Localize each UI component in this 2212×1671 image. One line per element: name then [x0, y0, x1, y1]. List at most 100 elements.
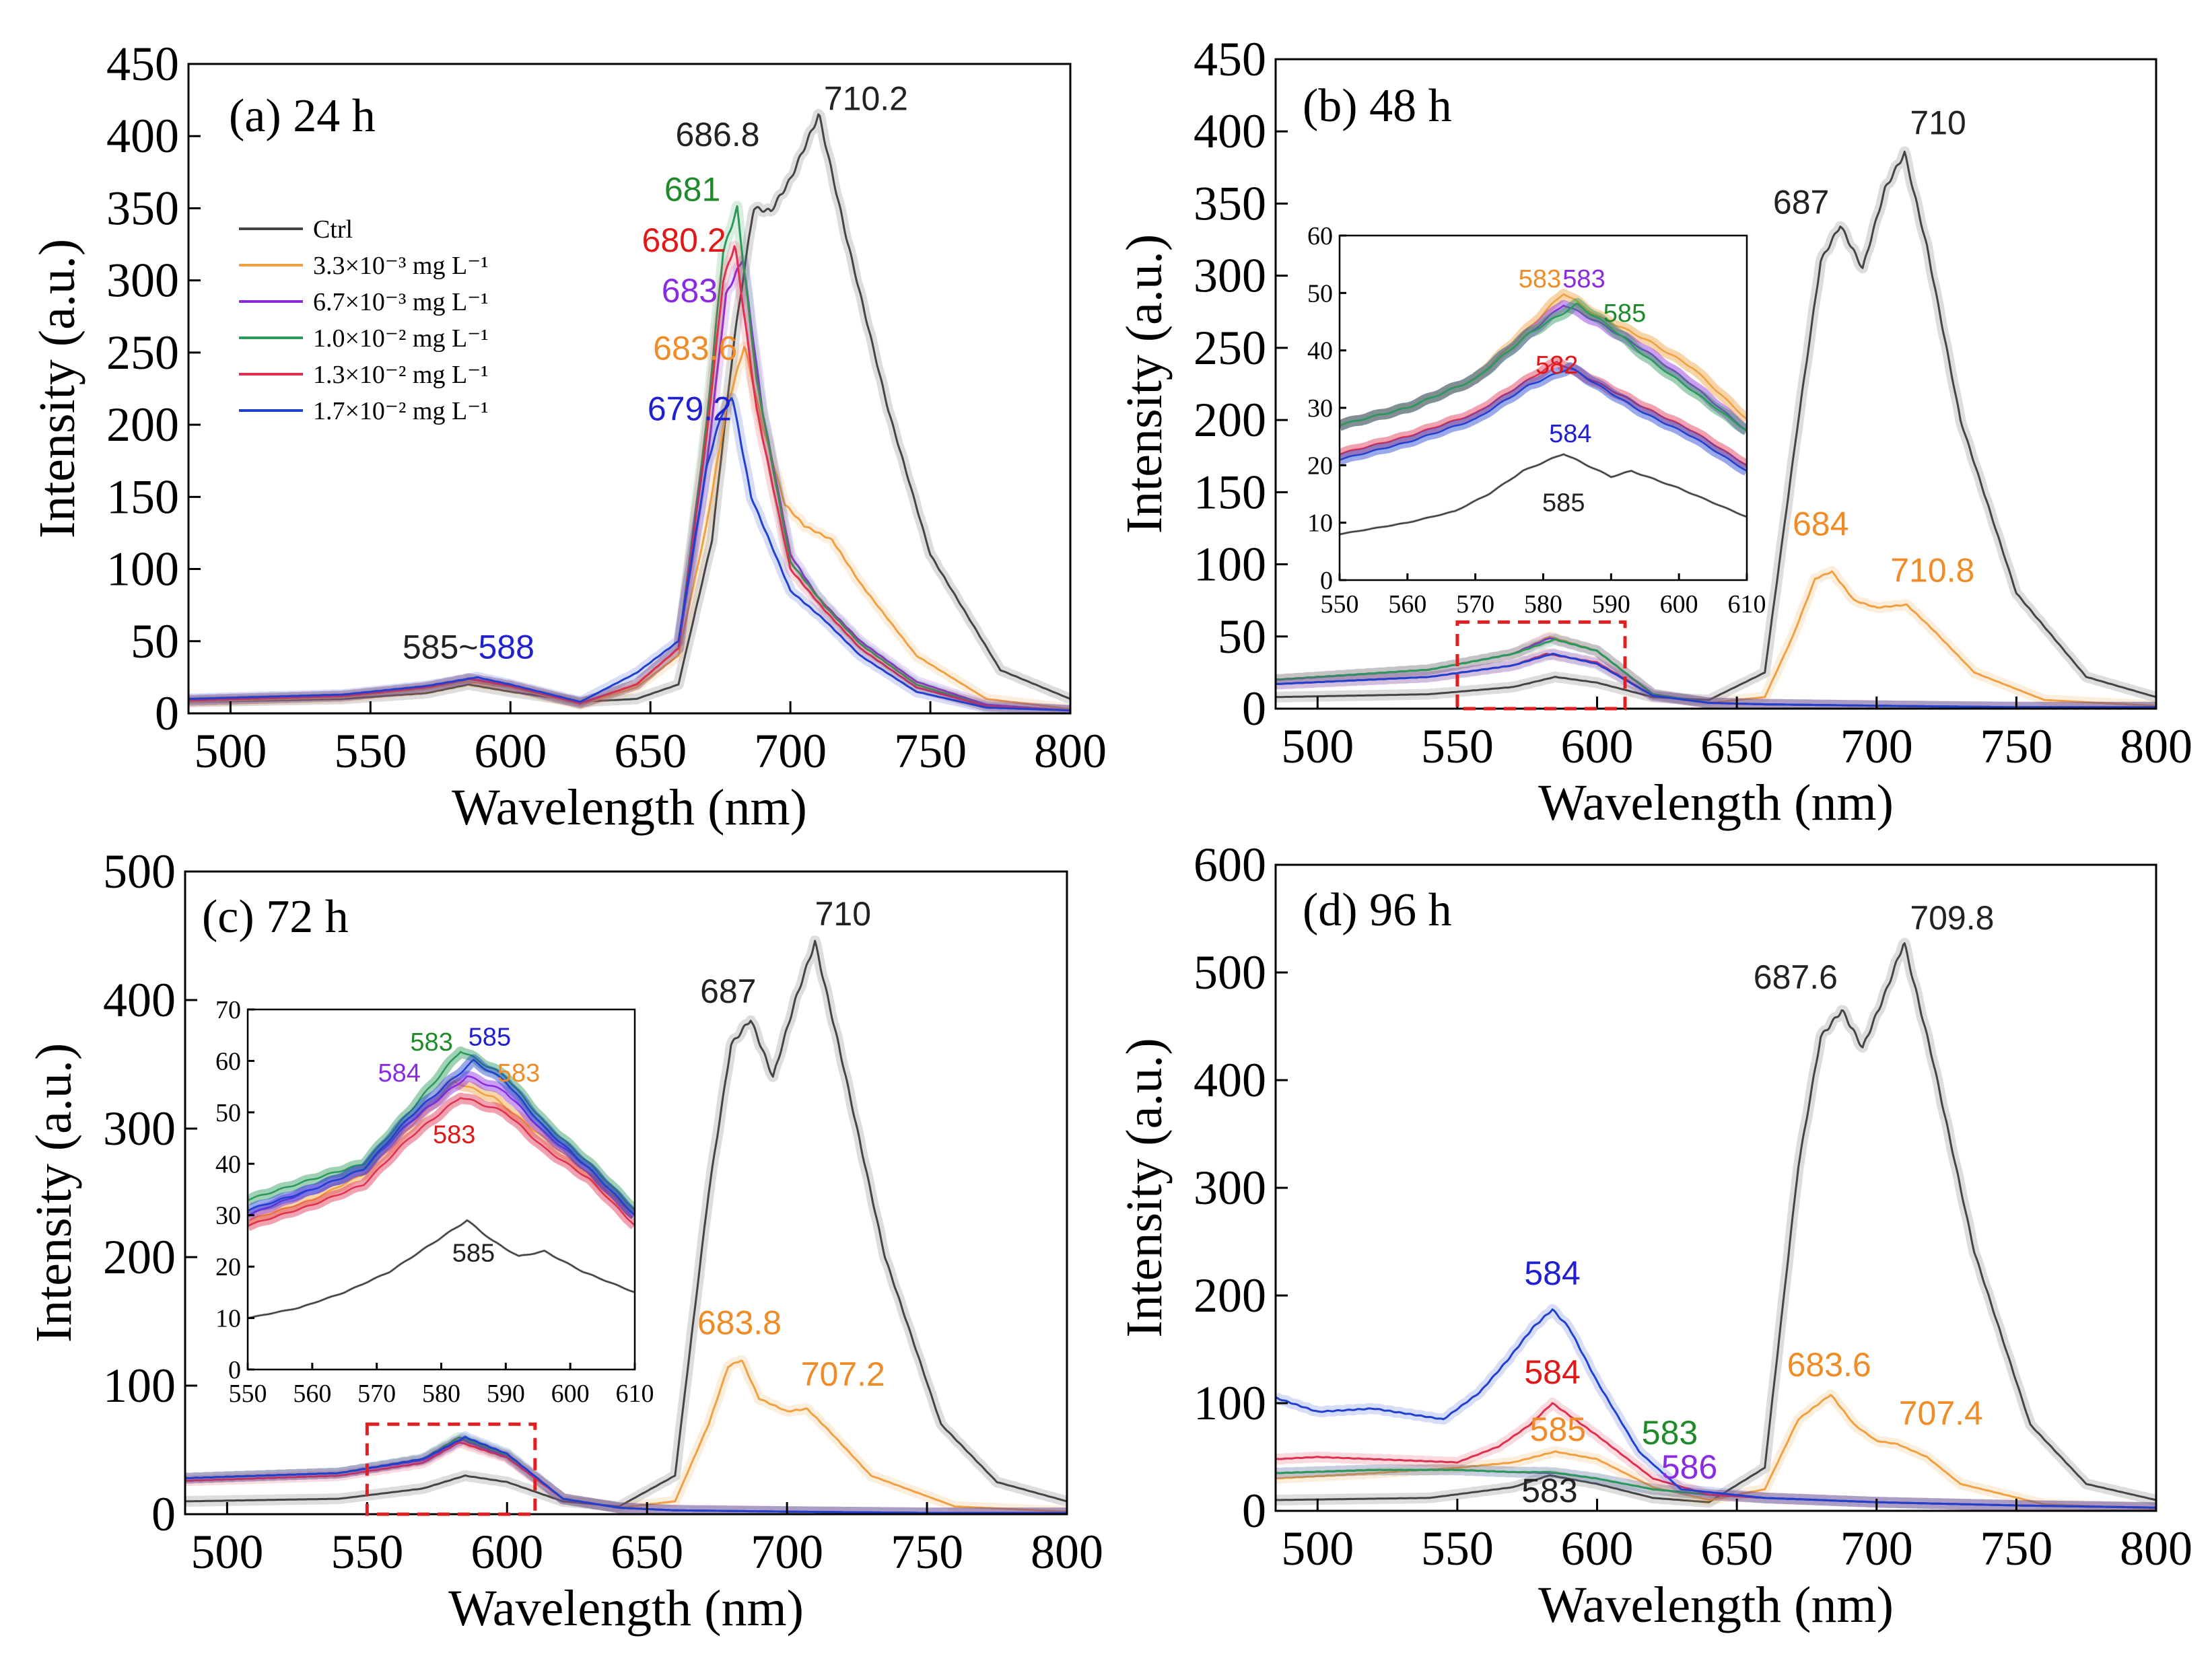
peak-label: 707.2 — [801, 1355, 885, 1393]
x-tick-label: 500 — [1281, 1522, 1354, 1575]
legend-label: 1.0×10⁻² mg L⁻¹ — [313, 324, 489, 353]
series-line-c33 — [188, 346, 1070, 711]
y-tick-label: 0 — [1242, 1484, 1266, 1538]
y-tick-label: 400 — [1194, 104, 1266, 158]
inset-y-tick-label: 10 — [215, 1305, 241, 1333]
range-label-start: 585~ — [403, 629, 479, 666]
x-tick-label: 700 — [751, 1525, 823, 1579]
peak-label: 679.2 — [648, 390, 732, 428]
y-tick-label: 300 — [1194, 1161, 1266, 1215]
inset-peak-label: 583 — [1562, 265, 1605, 293]
inset-series-line-c13 — [248, 1097, 635, 1227]
inset-x-tick-label: 600 — [551, 1380, 590, 1408]
y-tick-label: 50 — [131, 614, 179, 668]
series-group — [185, 935, 1067, 1514]
x-tick-label: 800 — [2120, 719, 2192, 773]
inset-y-tick-label: 70 — [215, 996, 241, 1024]
legend-label: 1.3×10⁻² mg L⁻¹ — [313, 361, 489, 389]
y-tick-label: 350 — [1194, 176, 1266, 230]
y-tick-label: 100 — [103, 1359, 176, 1413]
inset-peak-label: 584 — [1549, 420, 1591, 448]
x-tick-label: 800 — [1034, 724, 1107, 778]
series-line-c17 — [188, 397, 1070, 712]
panel-b: 500 550 600 650 700 750 8000501001502002503003… — [1116, 32, 2192, 831]
inset-y-tick-label: 10 — [1307, 509, 1333, 538]
y-axis-title: Intensity (a.u.) — [1116, 234, 1173, 534]
inset-y-tick-label: 50 — [215, 1099, 241, 1127]
peak-label: 683.8 — [697, 1304, 782, 1342]
inset-x-tick-label: 590 — [487, 1380, 525, 1408]
inset-y-tick-label: 60 — [215, 1047, 241, 1075]
peak-label: 583 — [1521, 1472, 1577, 1509]
x-tick-label: 600 — [471, 1525, 543, 1579]
panel-c: 500 550 600 650 700 750 8000100200300400500Wav… — [26, 845, 1103, 1637]
x-tick-label: 750 — [891, 1525, 963, 1579]
inset-series-group — [248, 1046, 635, 1320]
y-tick-label: 0 — [155, 686, 179, 740]
legend-label: 6.7×10⁻³ mg L⁻¹ — [313, 288, 489, 316]
inset-series-line-Ctrl — [248, 1219, 635, 1320]
y-tick-label: 300 — [1194, 249, 1266, 303]
panel-d: 500 550 600 650 700 750 800 0 100 200 300 400 500 600… — [1116, 838, 2192, 1633]
peak-label: 686.8 — [675, 116, 759, 153]
y-tick-label: 50 — [1218, 610, 1266, 664]
inset-x-tick-label: 580 — [422, 1380, 460, 1408]
peak-label: 584 — [1524, 1254, 1580, 1292]
inset-y-tick-label: 30 — [1307, 394, 1333, 423]
x-tick-label: 650 — [611, 1525, 683, 1579]
y-axis-title: Intensity (a.u.) — [26, 1043, 82, 1343]
inset-x-tick-label: 590 — [1592, 590, 1630, 618]
series-band-c10 — [188, 201, 1070, 713]
peak-label: 684 — [1793, 505, 1848, 543]
inset-y-tick-label: 20 — [215, 1253, 241, 1281]
peak-label: 680.2 — [642, 221, 726, 259]
plot-frame — [1274, 58, 2157, 710]
peak-label: 710 — [815, 895, 871, 933]
x-tick-label: 700 — [1840, 719, 1913, 773]
inset-x-tick-label: 560 — [293, 1380, 331, 1408]
series-line-Ctrl — [1276, 150, 2156, 701]
peak-label: 687 — [1773, 183, 1829, 221]
y-tick-label: 450 — [1194, 32, 1266, 86]
inset-series-line-c17 — [1340, 366, 1747, 472]
inset-peak-label: 583 — [1519, 265, 1561, 293]
x-axis-title: Wavelength (nm) — [1538, 775, 1894, 831]
inset-x-tick-label: 550 — [1321, 590, 1359, 618]
inset-y-tick-label: 30 — [215, 1202, 241, 1230]
inset-x-tick-label: 610 — [616, 1380, 654, 1408]
series-group — [1276, 146, 2156, 709]
panel-title: (a) 24 h — [229, 90, 376, 142]
series-line-c17 — [1276, 1308, 2156, 1509]
inset-y-tick-label: 0 — [1320, 567, 1333, 595]
plot-frame — [187, 63, 1072, 715]
y-tick-label: 400 — [1194, 1053, 1266, 1107]
y-tick-label: 300 — [103, 1102, 176, 1156]
peak-label: 710.8 — [1890, 551, 1974, 589]
y-tick-label: 100 — [106, 542, 179, 596]
peak-label: 709.8 — [1910, 899, 1994, 937]
series-line-c17 — [1276, 653, 2156, 709]
legend-label: 1.7×10⁻² mg L⁻¹ — [313, 397, 489, 425]
y-tick-label: 100 — [1194, 1376, 1266, 1430]
y-tick-label: 600 — [1194, 838, 1266, 892]
y-tick-label: 250 — [1194, 321, 1266, 375]
inset-y-tick-label: 0 — [228, 1356, 241, 1384]
x-tick-label: 550 — [331, 1525, 403, 1579]
peak-label: 584 — [1524, 1353, 1580, 1391]
x-axis-title: Wavelength (nm) — [452, 779, 807, 836]
inset-x-tick-label: 560 — [1388, 590, 1426, 618]
y-tick-label: 350 — [106, 181, 179, 235]
range-label-end: 588 — [478, 629, 534, 666]
peak-label: 585 — [1530, 1411, 1586, 1448]
y-tick-label: 100 — [1194, 538, 1266, 592]
inset-x-tick-label: 610 — [1728, 590, 1766, 618]
inset-y-tick-label: 40 — [1307, 337, 1333, 365]
x-tick-label: 700 — [1840, 1522, 1913, 1575]
panel-a: 500 550 600 650 700 750 800 0 50 100 150 200 250 300 3… — [29, 37, 1107, 836]
peak-label: 681 — [664, 171, 720, 209]
peak-label: 687 — [700, 972, 756, 1010]
range-label: 585~588 — [403, 629, 534, 666]
y-tick-label: 0 — [151, 1487, 176, 1541]
series-line-c10 — [188, 205, 1070, 712]
